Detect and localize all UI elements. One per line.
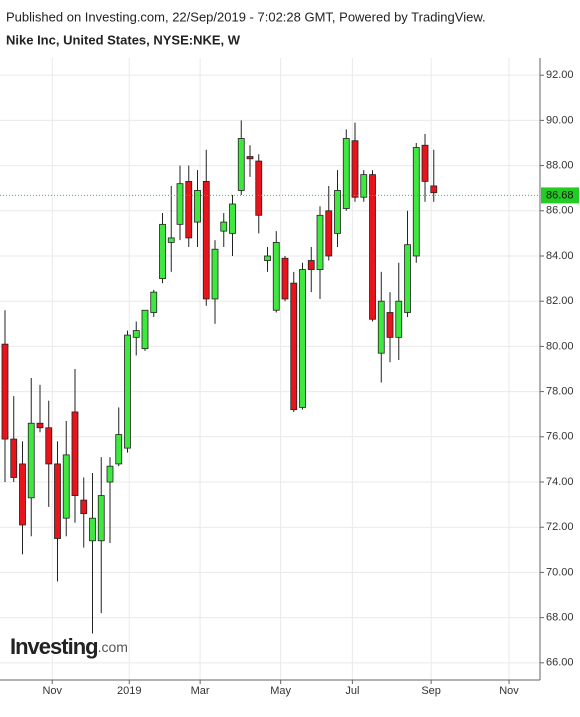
candle-body (62, 454, 70, 519)
candle-body (290, 282, 298, 411)
candle-body (141, 309, 149, 350)
candle-body (19, 463, 26, 526)
candle-body (351, 140, 359, 198)
candle-body (412, 147, 420, 257)
candle-body (27, 422, 35, 499)
x-tick-label: Jul (345, 685, 359, 697)
candle-body (229, 203, 236, 234)
candle-body (220, 221, 228, 232)
last-price-label: 86.68 (546, 189, 574, 201)
y-tick-label: 72.00 (546, 521, 574, 533)
candle-body (369, 174, 376, 320)
candle-body (150, 291, 158, 313)
x-tick-label: May (270, 685, 291, 697)
x-tick-label: 2019 (117, 685, 141, 697)
candle-body (316, 214, 324, 270)
y-tick-label: 86.00 (546, 205, 574, 217)
y-tick-label: 92.00 (546, 69, 574, 81)
candle-body (430, 185, 438, 194)
watermark-main: Investing (10, 634, 98, 659)
candle-body (132, 330, 140, 338)
candle-body (97, 495, 105, 542)
y-tick-label: 74.00 (546, 476, 574, 488)
candle-body (325, 210, 333, 257)
x-tick-label: Sep (421, 685, 441, 697)
x-tick-label: Nov (499, 685, 519, 697)
candle-body (124, 334, 131, 449)
candle-body (54, 463, 61, 539)
watermark: Investing.com (10, 634, 128, 659)
watermark-suffix: .com (98, 639, 128, 655)
candle-body (80, 499, 88, 515)
candle-body (115, 434, 123, 465)
y-tick-label: 80.00 (546, 340, 574, 352)
candle-body (307, 260, 315, 270)
candle-body (386, 312, 394, 338)
candle-body (194, 190, 201, 223)
y-tick-label: 76.00 (546, 431, 574, 443)
candle-body (281, 257, 289, 300)
y-tick-label: 68.00 (546, 612, 574, 624)
candle-body (202, 181, 210, 300)
candle-body (36, 422, 44, 429)
y-tick-label: 78.00 (546, 386, 574, 398)
candle-body (377, 300, 385, 354)
last-price-box (541, 187, 579, 204)
candle-body (404, 244, 411, 313)
candle-body (342, 138, 350, 209)
candle-body (185, 181, 193, 239)
candle-body (237, 138, 245, 191)
candle-body (395, 300, 403, 338)
candle-body (272, 242, 280, 311)
candle-body (106, 465, 114, 483)
candle-body (45, 427, 53, 465)
candle-body (334, 190, 341, 234)
candle-body (1, 343, 9, 440)
y-tick-label: 66.00 (546, 657, 574, 669)
candle-body (10, 438, 18, 478)
y-tick-label: 84.00 (546, 250, 574, 262)
y-tick-label: 70.00 (546, 566, 574, 578)
candle-body (211, 248, 219, 300)
candle-body (159, 223, 166, 279)
y-tick-label: 82.00 (546, 295, 574, 307)
chart-title: Nike Inc, United States, NYSE:NKE, W (6, 32, 241, 47)
candle-body (299, 269, 306, 408)
candle-body (176, 183, 184, 225)
candle-body (264, 255, 271, 261)
candle-body (71, 411, 79, 496)
x-tick-label: Nov (42, 685, 62, 697)
candle-body (89, 517, 96, 542)
candle-body (167, 237, 175, 243)
candle-body (246, 156, 254, 160)
candle-body (255, 160, 263, 216)
y-tick-label: 90.00 (546, 114, 574, 126)
candle-body (421, 144, 429, 182)
candle-body (360, 174, 368, 198)
y-tick-label: 88.00 (546, 159, 574, 171)
x-tick-label: Mar (191, 685, 210, 697)
published-note: Published on Investing.com, 22/Sep/2019 … (6, 9, 486, 24)
